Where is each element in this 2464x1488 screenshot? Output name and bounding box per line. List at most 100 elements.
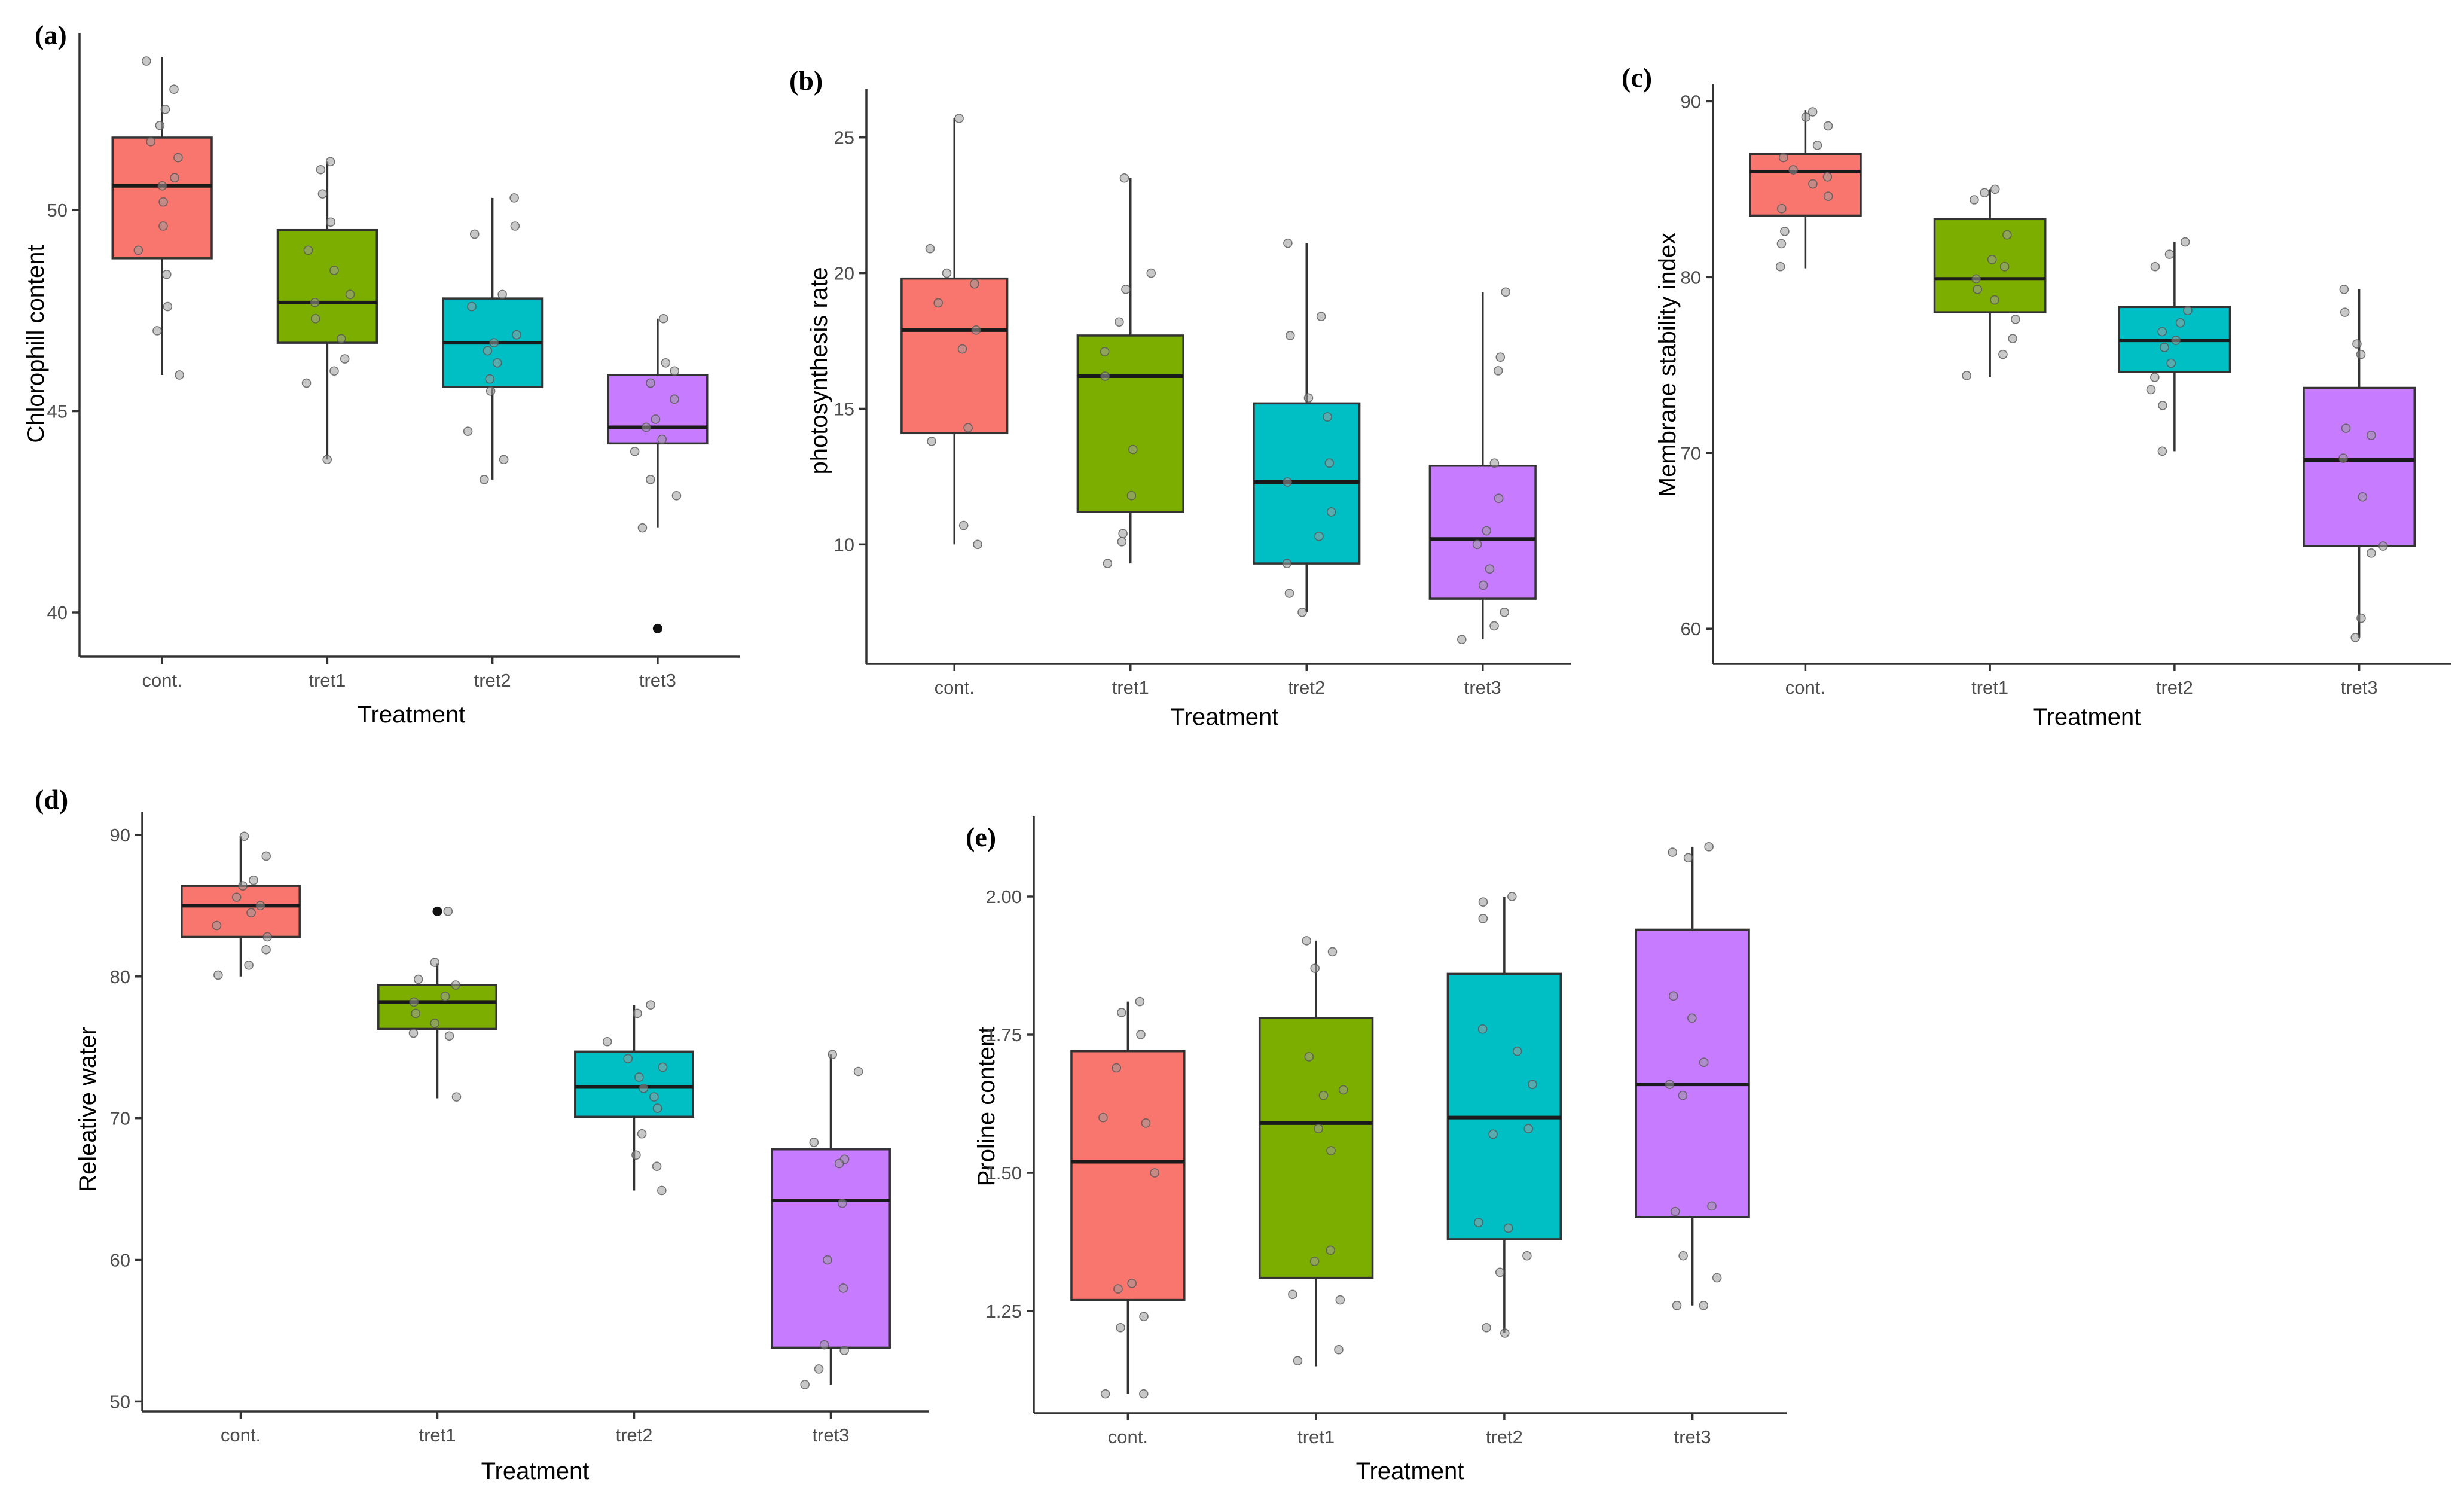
data-point bbox=[637, 1129, 647, 1139]
data-point bbox=[1807, 107, 1818, 117]
data-point bbox=[2338, 453, 2348, 463]
data-point bbox=[661, 358, 671, 368]
data-point bbox=[408, 1028, 419, 1038]
data-point bbox=[1482, 1322, 1491, 1333]
data-point bbox=[652, 1103, 662, 1113]
data-point bbox=[671, 491, 682, 501]
data-point bbox=[630, 447, 640, 456]
data-point bbox=[1683, 853, 1693, 863]
data-point bbox=[443, 907, 453, 916]
data-point bbox=[670, 366, 679, 376]
data-point bbox=[303, 245, 313, 255]
data-point bbox=[1775, 261, 1785, 272]
data-point bbox=[819, 1340, 829, 1350]
data-point bbox=[1284, 589, 1294, 598]
data-point bbox=[1990, 184, 2000, 194]
data-point bbox=[646, 1000, 655, 1010]
data-point bbox=[1970, 195, 1979, 205]
data-point bbox=[340, 354, 350, 364]
data-point bbox=[933, 298, 943, 308]
box-cont. bbox=[900, 277, 1009, 435]
data-point bbox=[838, 1283, 848, 1293]
data-point bbox=[670, 394, 679, 404]
data-point bbox=[326, 217, 335, 227]
data-point bbox=[1678, 1090, 1688, 1100]
data-point bbox=[1146, 268, 1156, 278]
data-point bbox=[971, 325, 981, 335]
data-point bbox=[329, 266, 339, 275]
data-point bbox=[1776, 239, 1787, 249]
data-point bbox=[213, 970, 223, 980]
data-point bbox=[1324, 458, 1335, 468]
data-point bbox=[310, 313, 320, 324]
data-point bbox=[1495, 1267, 1505, 1277]
data-point bbox=[649, 1092, 659, 1102]
data-point bbox=[809, 1138, 819, 1147]
data-point bbox=[1489, 458, 1500, 468]
data-point bbox=[345, 289, 355, 300]
data-point bbox=[1670, 1206, 1680, 1216]
data-point bbox=[2157, 446, 2167, 456]
data-point bbox=[1338, 1085, 1348, 1095]
data-point bbox=[1523, 1124, 1534, 1133]
data-point bbox=[451, 980, 461, 990]
data-point bbox=[444, 1031, 454, 1041]
data-point bbox=[1998, 349, 2008, 359]
data-point bbox=[2356, 613, 2366, 623]
data-point bbox=[486, 386, 496, 396]
y-tick-label: 25 bbox=[834, 127, 854, 148]
data-point bbox=[489, 338, 499, 347]
x-tick-label: tret2 bbox=[2156, 677, 2193, 698]
data-point bbox=[1808, 179, 1818, 189]
data-point bbox=[512, 330, 521, 340]
data-point bbox=[2358, 492, 2368, 502]
data-point bbox=[1472, 539, 1482, 550]
data-point bbox=[157, 181, 167, 191]
data-point bbox=[633, 1008, 642, 1019]
data-point bbox=[1117, 537, 1127, 547]
data-point bbox=[440, 992, 450, 1001]
x-tick-label: cont. bbox=[221, 1425, 261, 1446]
data-point bbox=[2180, 237, 2190, 247]
data-point bbox=[1500, 1328, 1510, 1338]
data-point bbox=[2164, 249, 2175, 259]
data-point bbox=[657, 1185, 667, 1196]
data-point bbox=[2175, 318, 2185, 328]
y-axis-title: photosynthesis rate bbox=[806, 267, 832, 475]
box-tret3 bbox=[2303, 386, 2416, 547]
data-point bbox=[652, 1161, 662, 1171]
outlier-point bbox=[432, 906, 442, 916]
data-point bbox=[509, 193, 519, 203]
data-point bbox=[173, 153, 183, 163]
x-tick-label: tret1 bbox=[1971, 677, 2008, 698]
data-point bbox=[1665, 1080, 1675, 1089]
y-tick-label: 70 bbox=[110, 1108, 130, 1129]
data-point bbox=[2340, 307, 2350, 317]
data-point bbox=[2352, 339, 2362, 349]
y-tick-label: 10 bbox=[834, 534, 854, 555]
data-point bbox=[1699, 1057, 1709, 1068]
data-point bbox=[1282, 559, 1292, 568]
data-point bbox=[262, 932, 273, 942]
data-point bbox=[133, 245, 143, 255]
data-point bbox=[249, 875, 258, 885]
x-tick-label: tret2 bbox=[1486, 1426, 1523, 1447]
data-point bbox=[1100, 1389, 1110, 1399]
data-point bbox=[1788, 165, 1798, 175]
data-point bbox=[175, 370, 184, 380]
panel-label: (c) bbox=[1622, 62, 1652, 93]
x-tick-label: tret1 bbox=[1112, 677, 1149, 698]
y-tick-label: 60 bbox=[110, 1250, 130, 1271]
data-point bbox=[255, 901, 265, 911]
data-point bbox=[1712, 1273, 1722, 1283]
data-point bbox=[158, 221, 168, 231]
data-point bbox=[1501, 287, 1510, 297]
data-point bbox=[1283, 238, 1293, 248]
data-point bbox=[1310, 963, 1320, 973]
data-point bbox=[2341, 423, 2351, 433]
data-point bbox=[1485, 564, 1495, 574]
box-cont. bbox=[1749, 153, 1862, 217]
x-axis-title: Treatment bbox=[1356, 1458, 1464, 1484]
y-tick-label: 40 bbox=[47, 602, 68, 623]
data-point bbox=[1127, 1279, 1137, 1288]
